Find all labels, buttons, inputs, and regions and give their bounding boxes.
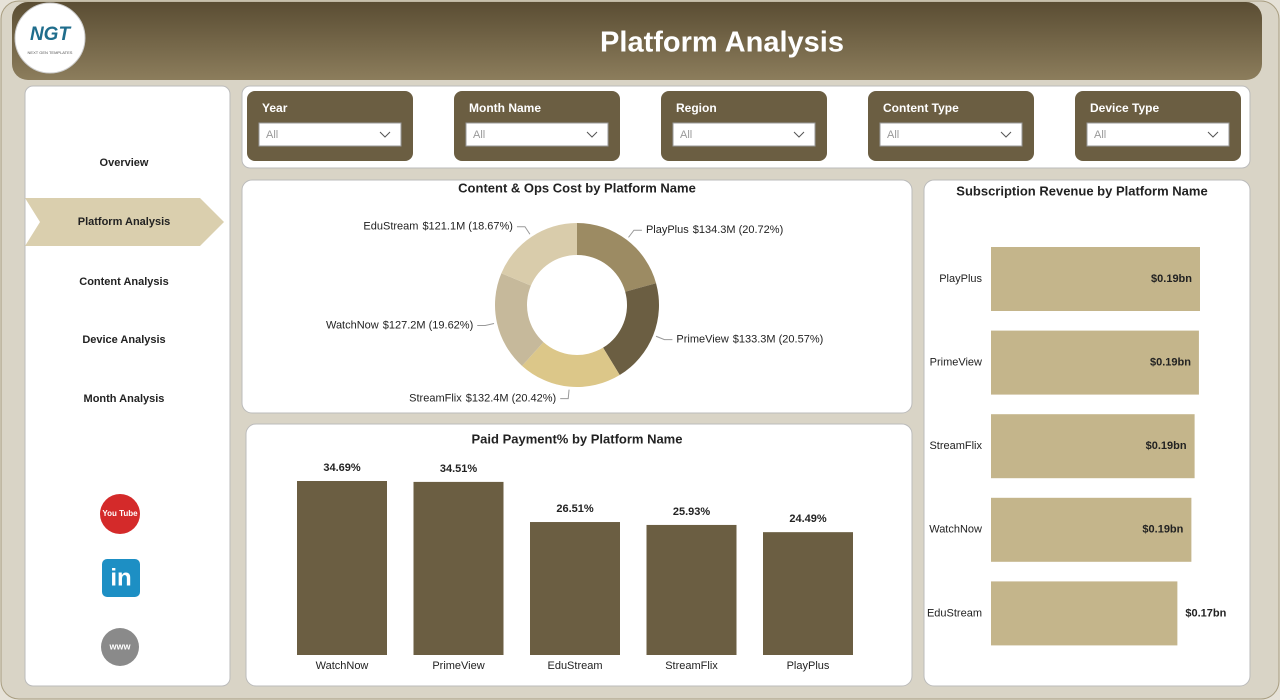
dropdown[interactable]: [465, 122, 609, 147]
dropdown[interactable]: [879, 122, 1023, 147]
chart-title: Content & Ops Cost by Platform Name: [458, 180, 696, 195]
dropdown[interactable]: [1086, 122, 1230, 147]
bar: [991, 497, 1192, 562]
web-icon[interactable]: [101, 628, 139, 666]
leader-line: [477, 323, 495, 326]
value-label: $0.19bn: [1151, 273, 1192, 285]
filter-label: Month Name: [469, 101, 541, 115]
nav-active: [25, 198, 224, 246]
value-label: 25.93%: [673, 506, 711, 518]
y-tick-label: PrimeView: [930, 357, 982, 369]
donut-slice: [577, 223, 657, 292]
leader-line: [560, 389, 570, 400]
bar: [991, 330, 1199, 395]
dropdown-arrow: [1000, 131, 1012, 138]
category-label: StreamFlix: [409, 392, 462, 404]
nav-item[interactable]: Month Analysis: [84, 393, 165, 405]
leader-line: [628, 229, 642, 238]
bar: [530, 522, 620, 655]
bar: [413, 481, 504, 655]
dropdown-arrow: [1207, 131, 1219, 138]
chart-title: Subscription Revenue by Platform Name: [956, 183, 1207, 198]
category-label: EduStream: [363, 221, 418, 233]
bar: [297, 481, 387, 655]
category-label: PrimeView: [676, 333, 728, 345]
dropdown-arrow: [379, 131, 391, 138]
dropdown-value: All: [266, 129, 278, 141]
dropdown-value: All: [680, 129, 692, 141]
logo-subtitle: NEXT GEN TEMPLATES: [28, 50, 73, 55]
y-tick-label: PlayPlus: [939, 273, 982, 285]
youtube-icon[interactable]: [100, 494, 140, 534]
nav-item[interactable]: Content Analysis: [79, 276, 168, 288]
bar: [991, 581, 1178, 646]
donut-slice: [603, 283, 659, 375]
value-label: 34.69%: [323, 462, 361, 474]
x-tick-label: PlayPlus: [787, 660, 830, 672]
value-label: $132.4M (20.42%): [466, 392, 557, 404]
x-tick-label: EduStream: [547, 660, 602, 672]
linkedin-icon[interactable]: [102, 559, 140, 597]
bar: [991, 247, 1200, 311]
bar: [763, 532, 853, 655]
dropdown-arrow: [793, 131, 805, 138]
nav-item[interactable]: Device Analysis: [82, 334, 165, 346]
dropdown-value: All: [1094, 129, 1106, 141]
filter-label: Content Type: [883, 101, 959, 115]
value-label: 24.49%: [789, 513, 827, 525]
card: [241, 179, 913, 414]
data-label: EduStream $121.1M (18.67%): [363, 221, 513, 233]
value-label: $121.1M (18.67%): [422, 221, 513, 233]
donut-slice: [501, 223, 577, 286]
dropdown-value: All: [887, 129, 899, 141]
value-label: $0.19bn: [1142, 524, 1183, 536]
nav-item[interactable]: Overview: [100, 157, 149, 169]
chart-title: Paid Payment% by Platform Name: [472, 431, 683, 446]
category-label: PlayPlus: [646, 224, 689, 236]
value-label: $0.19bn: [1150, 357, 1191, 369]
logo-text: NGT: [30, 24, 72, 45]
data-label: StreamFlix $132.4M (20.42%): [409, 392, 556, 404]
dropdown[interactable]: [258, 122, 402, 147]
y-tick-label: EduStream: [927, 607, 982, 619]
leader-line: [516, 226, 531, 235]
data-label: PrimeView $133.3M (20.57%): [676, 333, 823, 345]
value-label: $134.3M (20.72%): [693, 224, 784, 236]
x-tick-label: WatchNow: [316, 660, 369, 672]
value-label: $133.3M (20.57%): [733, 333, 824, 345]
category-label: WatchNow: [326, 319, 379, 331]
dropdown-value: All: [473, 129, 485, 141]
donut-slice: [494, 273, 544, 366]
bar: [991, 414, 1195, 479]
value-label: 34.51%: [440, 463, 478, 475]
bar: [646, 524, 737, 655]
donut-slice: [522, 342, 620, 387]
x-tick-label: StreamFlix: [665, 660, 718, 672]
x-tick-label: PrimeView: [432, 660, 484, 672]
value-label: $127.2M (19.62%): [383, 319, 474, 331]
filter-label: Region: [676, 101, 717, 115]
logo: [14, 2, 86, 74]
header: [12, 2, 1262, 80]
value-label: $0.19bn: [1146, 440, 1187, 452]
y-tick-label: StreamFlix: [929, 440, 982, 452]
filter-label: Device Type: [1090, 101, 1159, 115]
dropdown-arrow: [586, 131, 598, 138]
page-title: Platform Analysis: [600, 27, 844, 59]
dropdown[interactable]: [672, 122, 816, 147]
leader-line: [655, 335, 673, 341]
y-tick-label: WatchNow: [929, 524, 982, 536]
data-label: PlayPlus $134.3M (20.72%): [646, 224, 783, 236]
data-label: WatchNow $127.2M (19.62%): [326, 319, 473, 331]
filter-label: Year: [262, 101, 288, 115]
value-label: $0.17bn: [1185, 607, 1226, 619]
nav-item[interactable]: Platform Analysis: [78, 216, 171, 228]
linkedin-label: in: [110, 564, 131, 591]
web-label: www: [108, 641, 131, 651]
youtube-label: You Tube: [102, 509, 138, 518]
value-label: 26.51%: [556, 503, 594, 515]
